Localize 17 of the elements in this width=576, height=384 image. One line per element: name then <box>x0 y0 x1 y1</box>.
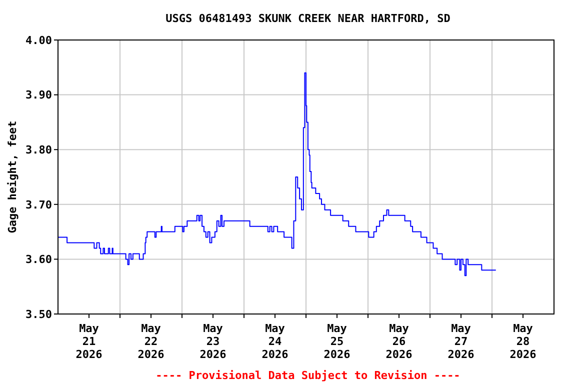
x-tick-label: May 28 2026 <box>510 322 537 361</box>
x-tick-label: May 26 2026 <box>386 322 413 361</box>
chart-title: USGS 06481493 SKUNK CREEK NEAR HARTFORD, SD <box>166 12 451 25</box>
x-tick-label: May 23 2026 <box>200 322 227 361</box>
text: ---- Provisional Data Subject to Revision ---- <box>156 369 460 382</box>
x-tick-label: May 27 2026 <box>448 322 475 361</box>
y-tick-label: 4.00 <box>26 34 52 47</box>
x-tick-label: May 24 2026 <box>262 322 289 361</box>
y-axis-title: Gage height, feet <box>6 120 19 234</box>
y-tick-label: 3.70 <box>26 198 52 212</box>
y-tick-label: 3.90 <box>26 88 52 102</box>
y-tick-label: 3.50 <box>26 308 52 321</box>
x-tick-label: May 21 2026 <box>76 322 103 361</box>
y-tick-label: 3.80 <box>26 143 52 156</box>
x-tick-label: May 25 2026 <box>324 322 351 361</box>
y-tick-label: 3.60 <box>26 253 52 266</box>
x-tick-label: May 22 2026 <box>138 322 165 361</box>
